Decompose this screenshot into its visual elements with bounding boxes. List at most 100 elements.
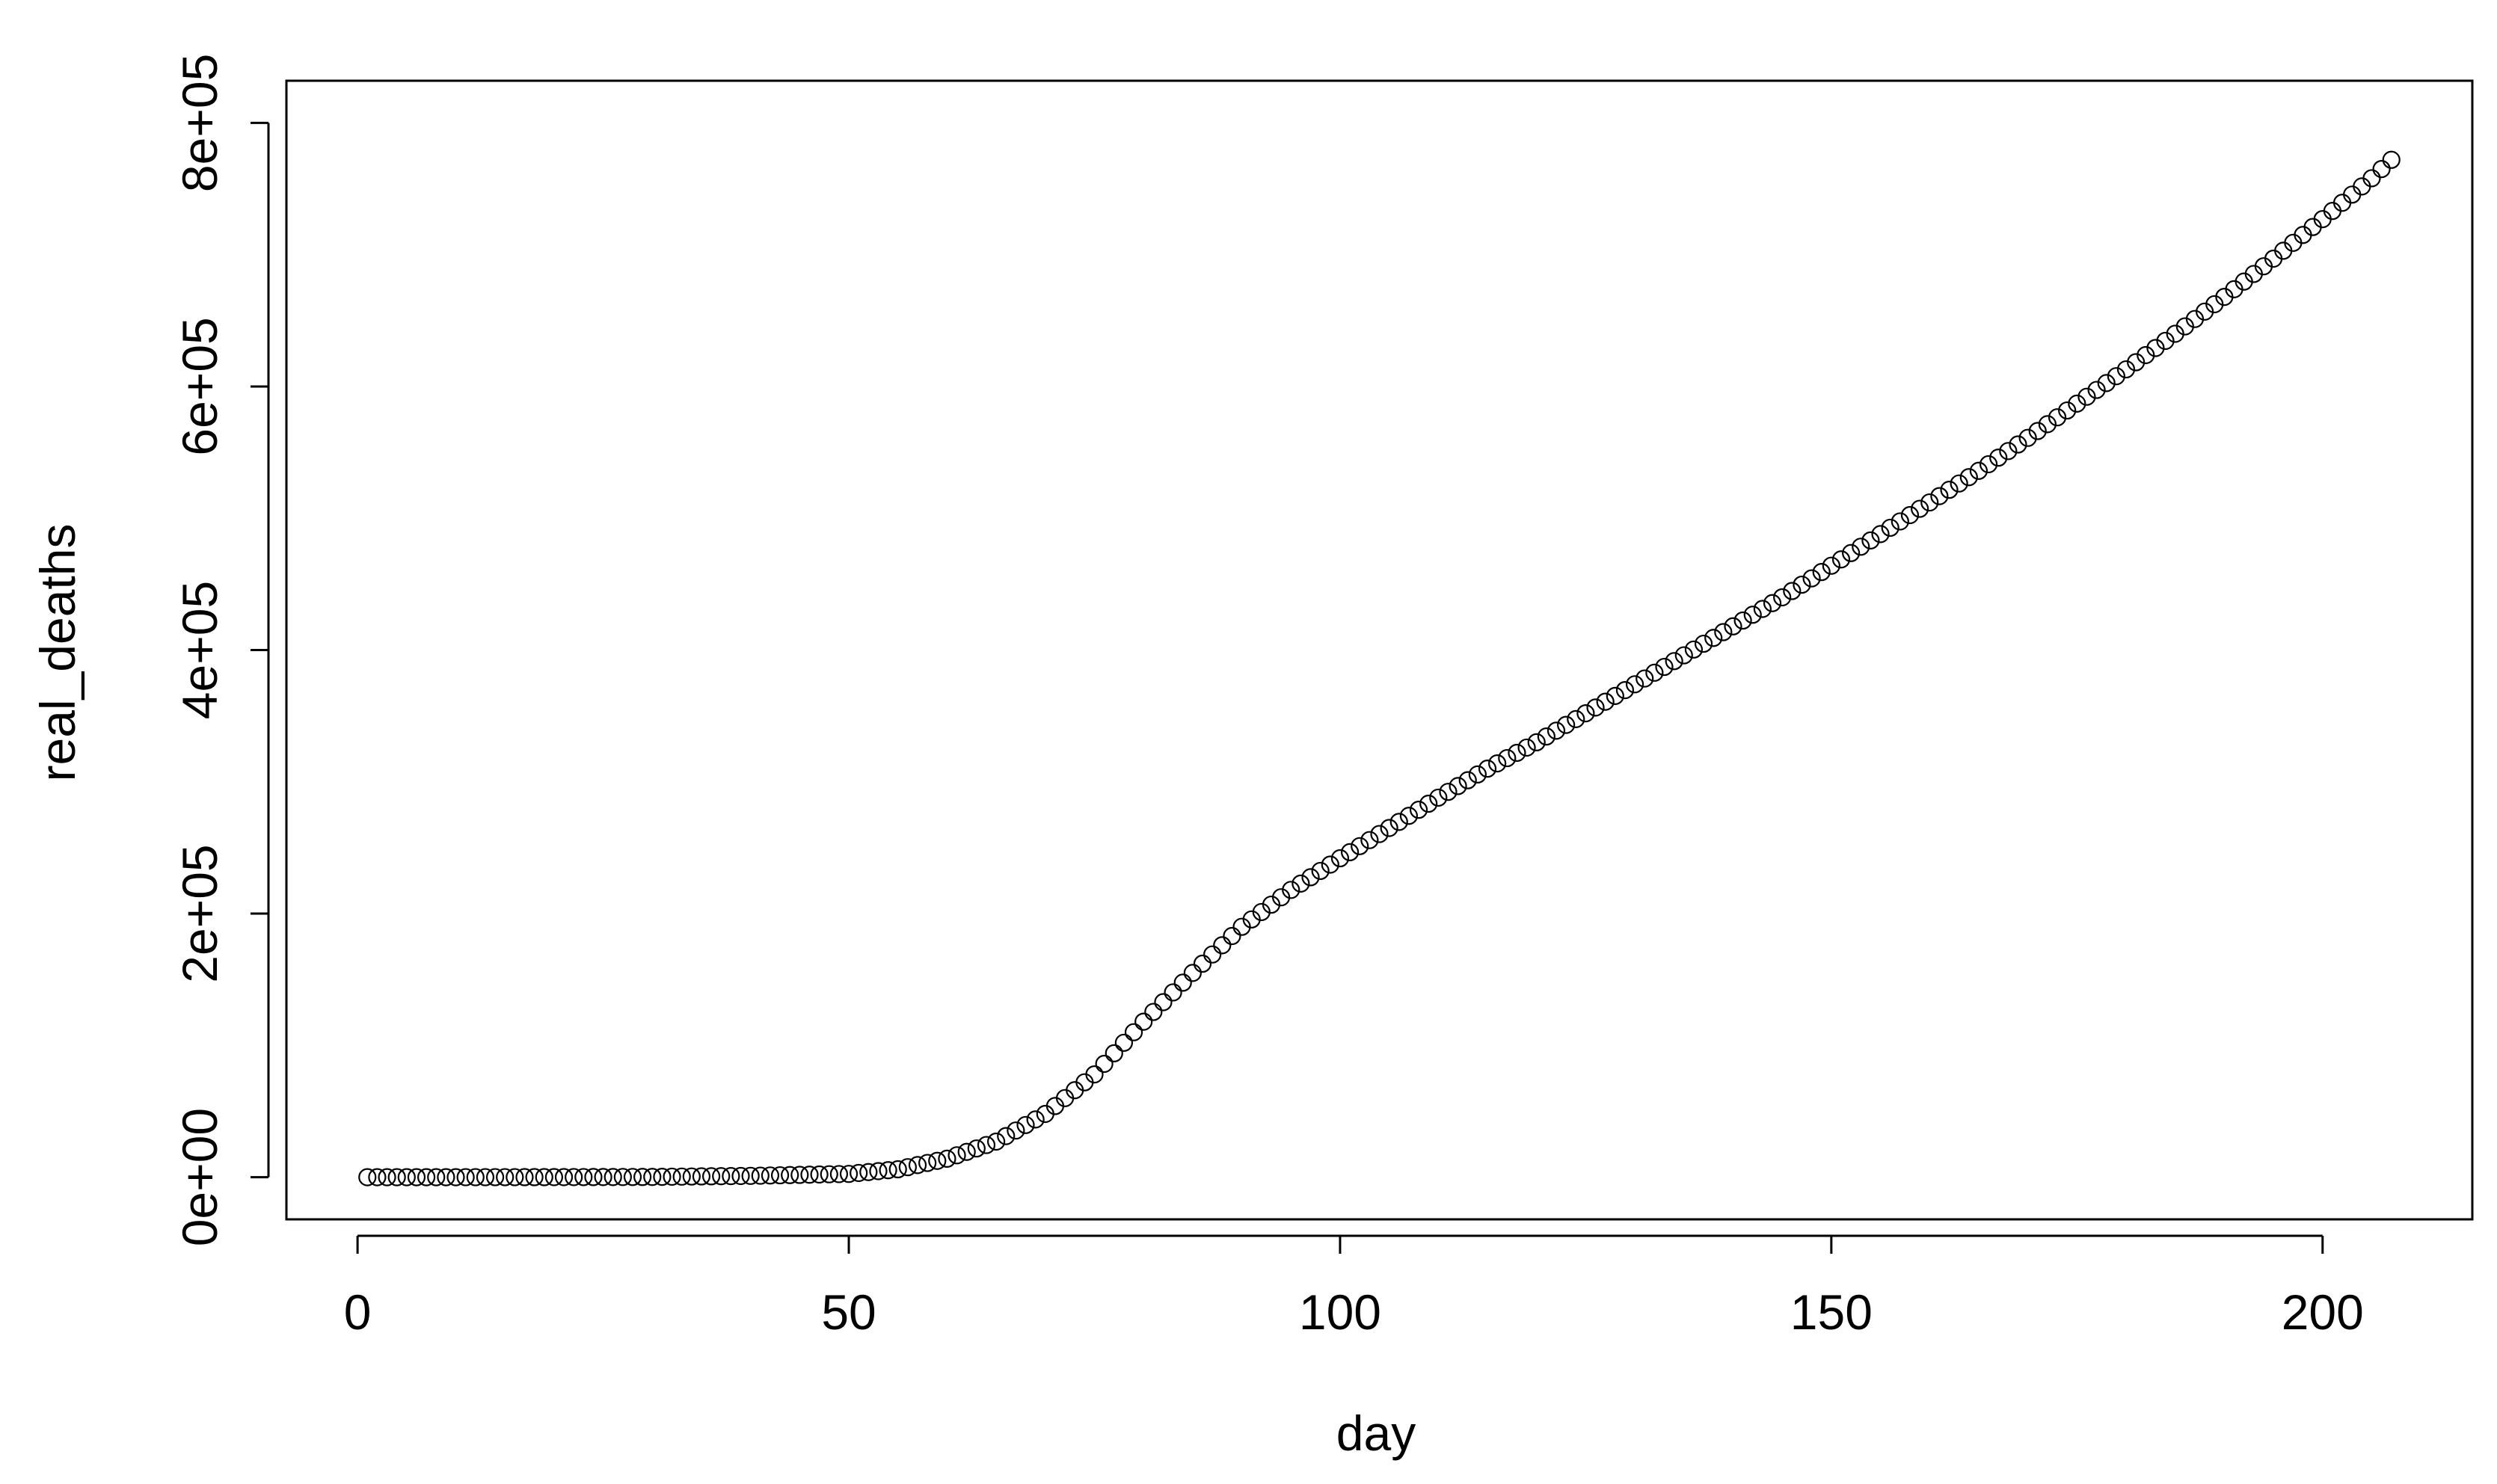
data-point [751,1166,770,1185]
x-axis: 0 50 100 150 200 [344,1234,2364,1340]
data-point [554,1168,574,1186]
y-tick-label: 4e+05 [172,581,227,719]
data-point [997,1127,1016,1145]
data-point [397,1168,416,1186]
data-point [1655,657,1674,677]
data-point [623,1168,642,1186]
data-point [1930,487,1949,505]
data-point [574,1168,593,1186]
data-point [1095,1054,1114,1074]
data-point [1340,843,1360,862]
data-point [731,1166,750,1186]
data-point [2028,422,2047,440]
data-point [1999,442,2018,461]
data-point [2127,353,2146,372]
data-point [1724,617,1742,635]
data-point [1940,481,1959,499]
data-point [358,1168,377,1186]
data-point [1016,1115,1035,1134]
data-point [1537,727,1555,746]
data-point [446,1168,465,1186]
data-point [1419,794,1438,813]
data-point [653,1167,672,1186]
x-tick-label: 150 [1790,1284,1873,1340]
data-point [2116,360,2136,379]
data-point [2087,381,2106,399]
data-point [1852,538,1870,556]
data-point [928,1151,947,1170]
data-point [2323,202,2342,221]
plot-border [285,79,2474,1221]
data-point [2137,345,2155,365]
data-point [1203,945,1222,964]
data-point [2077,387,2096,406]
data-point [1124,1023,1143,1041]
data-point [1458,771,1477,789]
x-tick-label: 50 [821,1284,876,1340]
data-point [2156,331,2175,351]
data-point [2058,401,2077,420]
data-point [1684,640,1704,659]
data-point [417,1168,436,1186]
data-point [1861,531,1880,549]
data-point [1596,692,1615,711]
data-point [1468,765,1487,784]
data-point [850,1163,868,1183]
y-tick-label: 6e+05 [172,317,227,455]
data-point [407,1168,426,1186]
data-point [427,1168,446,1186]
y-tick-label: 0e+00 [172,1108,227,1246]
data-point [869,1162,888,1180]
data-point [1360,831,1379,849]
data-point [888,1160,907,1179]
x-tick-label: 0 [344,1284,372,1340]
data-point [466,1168,485,1186]
data-point [1409,801,1428,819]
data-point [1429,788,1448,807]
data-point [1802,569,1821,588]
data-point [1704,629,1723,647]
data-point [1576,704,1595,723]
data-point [1743,606,1762,624]
data-point [1173,973,1192,992]
data-point [1478,760,1497,778]
data-point [2343,185,2362,204]
data-point [908,1156,927,1174]
data-point [1773,588,1792,607]
data-point [1615,680,1635,700]
y-axis: 0e+00 2e+05 4e+05 6e+05 8e+05 [172,54,270,1246]
data-point [1351,837,1369,855]
data-point [1636,669,1654,688]
data-point [987,1132,1006,1151]
data-point [2048,408,2067,427]
data-point [1439,783,1458,801]
data-point [1763,594,1782,612]
data-point [1527,733,1546,751]
data-point [1105,1044,1123,1063]
data-point [1793,575,1811,594]
data-point [1950,474,1968,493]
data-point [2362,169,2381,188]
data-point [1783,582,1802,600]
data-point [859,1163,878,1181]
data-point [722,1167,740,1186]
data-point [544,1168,563,1186]
data-point [1674,646,1693,665]
data-point [829,1165,849,1183]
data-point [781,1166,799,1184]
data-point [2146,339,2165,357]
data-point [1508,743,1526,763]
data-point [898,1158,917,1177]
data-point [1900,505,1920,525]
data-point [682,1167,701,1186]
data-point [1822,556,1840,575]
data-point [663,1167,681,1186]
data-point [1282,881,1300,899]
data-point [810,1165,829,1184]
data-point [1812,563,1831,582]
x-tick-label: 100 [1299,1284,1381,1340]
data-point [1134,1012,1153,1031]
data-point [1389,813,1408,831]
data-point [1842,544,1861,562]
